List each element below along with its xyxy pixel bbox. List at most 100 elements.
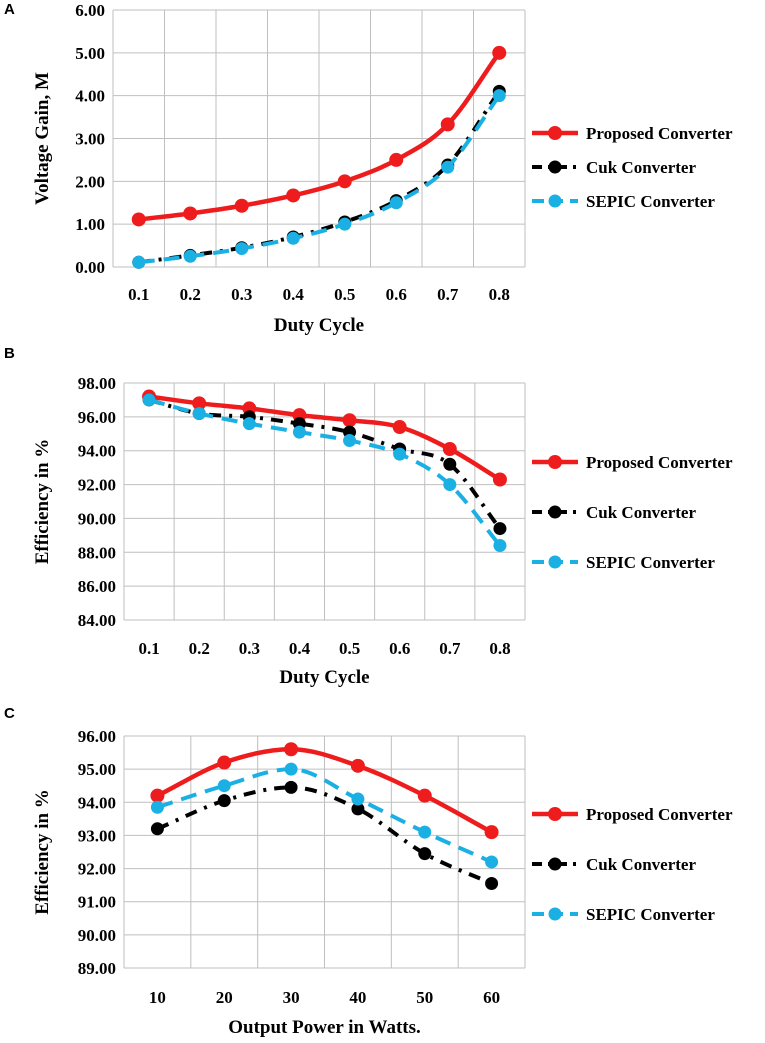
y-tick-label: 91.00 bbox=[78, 893, 116, 912]
data-point-cuk bbox=[284, 780, 298, 794]
chart-panel-a: A 0.00 1.00 2.00 3.00 4.00 5.00 6.00 0.1 0.2 0.3 0.… bbox=[4, 1, 733, 336]
data-point-sepic bbox=[418, 825, 432, 839]
y-tick-label: 84.00 bbox=[78, 611, 116, 630]
data-point-sepic bbox=[493, 539, 507, 553]
legend-item-proposed: Proposed Converter bbox=[532, 453, 733, 472]
x-tick-label: 40 bbox=[349, 988, 366, 1007]
data-point-proposed bbox=[484, 825, 499, 840]
legend-item-cuk: Cuk Converter bbox=[532, 503, 696, 522]
x-axis-title: Duty Cycle bbox=[279, 667, 369, 688]
y-tick-label: 6.00 bbox=[75, 1, 105, 20]
x-tick-label: 0.4 bbox=[289, 639, 311, 658]
y-tick-label: 98.00 bbox=[78, 374, 116, 393]
legend-item-proposed: Proposed Converter bbox=[532, 805, 733, 824]
x-tick-label: 0.1 bbox=[128, 285, 149, 304]
legend-marker-proposed bbox=[548, 126, 562, 140]
y-tick-label: 94.00 bbox=[78, 793, 116, 812]
data-point-sepic bbox=[286, 231, 300, 245]
y-axis-title: Efficiency in % bbox=[32, 439, 53, 565]
y-tick-label: 86.00 bbox=[78, 577, 116, 596]
x-tick-label: 60 bbox=[483, 988, 500, 1007]
data-point-proposed bbox=[440, 117, 455, 132]
legend-label-cuk: Cuk Converter bbox=[586, 158, 696, 177]
legend-marker-sepic bbox=[548, 194, 562, 208]
data-point-sepic bbox=[183, 249, 197, 263]
data-point-sepic bbox=[235, 242, 249, 256]
legend-marker-cuk bbox=[548, 857, 562, 871]
data-point-sepic bbox=[441, 160, 455, 174]
legend-label-cuk: Cuk Converter bbox=[586, 503, 696, 522]
legend-marker-cuk bbox=[548, 160, 562, 174]
x-tick-label: 20 bbox=[216, 988, 233, 1007]
data-point-proposed bbox=[217, 755, 232, 770]
legend-marker-proposed bbox=[548, 807, 562, 821]
x-tick-label: 0.7 bbox=[439, 639, 461, 658]
x-tick-label: 0.1 bbox=[138, 639, 159, 658]
data-point-cuk bbox=[485, 876, 499, 890]
data-point-sepic bbox=[338, 217, 352, 231]
x-tick-label: 50 bbox=[416, 988, 433, 1007]
data-point-proposed bbox=[350, 758, 365, 773]
chart-panel-b: B 84.00 86.00 88.00 90.00 92.00 94.00 96.00 98.0… bbox=[4, 345, 733, 688]
data-point-sepic bbox=[492, 89, 506, 103]
legend-marker-sepic bbox=[548, 555, 562, 569]
data-point-proposed bbox=[392, 420, 407, 435]
data-point-sepic bbox=[292, 425, 306, 439]
data-point-sepic bbox=[343, 434, 357, 448]
series-sepic bbox=[132, 89, 506, 269]
data-point-proposed bbox=[492, 472, 507, 487]
panel-label: B bbox=[4, 345, 15, 362]
data-point-sepic bbox=[389, 196, 403, 210]
x-tick-label: 10 bbox=[149, 988, 166, 1007]
legend-label-sepic: SEPIC Converter bbox=[586, 553, 715, 572]
y-tick-label: 92.00 bbox=[78, 476, 116, 495]
legend-label-sepic: SEPIC Converter bbox=[586, 192, 715, 211]
y-tick-label: 5.00 bbox=[75, 44, 105, 63]
x-axis-title: Output Power in Watts. bbox=[228, 1017, 421, 1038]
y-tick-label: 96.00 bbox=[78, 727, 116, 746]
data-point-sepic bbox=[150, 800, 164, 814]
data-point-proposed bbox=[342, 413, 357, 428]
x-tick-label: 30 bbox=[283, 988, 300, 1007]
y-tick-label: 0.00 bbox=[75, 258, 105, 277]
x-tick-label: 0.6 bbox=[389, 639, 410, 658]
data-point-proposed bbox=[284, 742, 299, 757]
legend-label-cuk: Cuk Converter bbox=[586, 855, 696, 874]
data-point-sepic bbox=[393, 447, 407, 461]
panel-label: C bbox=[4, 705, 15, 722]
data-point-proposed bbox=[234, 198, 249, 213]
data-point-cuk bbox=[443, 457, 457, 471]
y-tick-label: 90.00 bbox=[78, 509, 116, 528]
y-tick-label: 93.00 bbox=[78, 826, 116, 845]
y-tick-label: 90.00 bbox=[78, 926, 116, 945]
series-proposed bbox=[150, 742, 499, 840]
series-sepic bbox=[142, 393, 507, 553]
y-tick-label: 94.00 bbox=[78, 442, 116, 461]
y-tick-label: 92.00 bbox=[78, 860, 116, 879]
legend-marker-cuk bbox=[548, 505, 562, 519]
data-point-proposed bbox=[183, 206, 198, 221]
data-point-cuk bbox=[217, 794, 231, 808]
y-tick-label: 89.00 bbox=[78, 959, 116, 978]
data-point-sepic bbox=[242, 417, 256, 431]
data-point-cuk bbox=[493, 522, 507, 536]
series-proposed bbox=[131, 45, 507, 227]
data-point-proposed bbox=[192, 396, 207, 411]
y-axis-title: Voltage Gain, M bbox=[32, 72, 53, 205]
y-tick-label: 1.00 bbox=[75, 215, 105, 234]
series-cuk bbox=[150, 780, 499, 890]
legend-item-proposed: Proposed Converter bbox=[532, 124, 733, 143]
legend-item-sepic: SEPIC Converter bbox=[532, 192, 715, 211]
legend-item-sepic: SEPIC Converter bbox=[532, 553, 715, 572]
series-sepic bbox=[150, 762, 499, 869]
data-point-cuk bbox=[418, 847, 432, 861]
data-point-cuk bbox=[150, 822, 164, 836]
y-tick-label: 4.00 bbox=[75, 87, 105, 106]
legend-label-proposed: Proposed Converter bbox=[586, 124, 733, 143]
legend-item-cuk: Cuk Converter bbox=[532, 855, 696, 874]
data-point-sepic bbox=[443, 478, 457, 492]
legend-item-cuk: Cuk Converter bbox=[532, 158, 696, 177]
y-axis-title: Efficiency in % bbox=[32, 789, 53, 915]
x-tick-label: 0.7 bbox=[437, 285, 459, 304]
